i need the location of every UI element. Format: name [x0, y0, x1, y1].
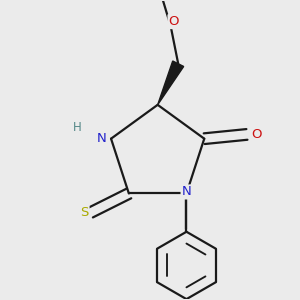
- Text: N: N: [182, 185, 191, 198]
- Text: O: O: [169, 15, 179, 28]
- Polygon shape: [158, 61, 184, 105]
- Text: H: H: [73, 122, 82, 134]
- Text: S: S: [80, 206, 88, 219]
- Text: O: O: [251, 128, 261, 141]
- Text: N: N: [97, 132, 107, 145]
